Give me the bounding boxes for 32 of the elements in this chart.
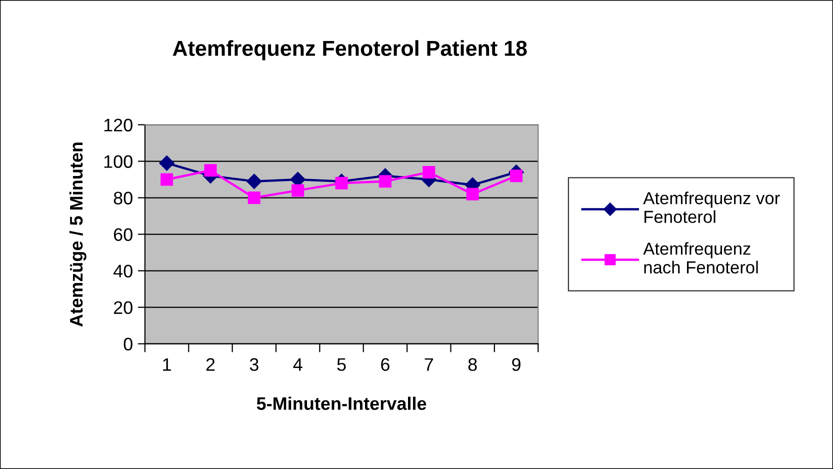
point bbox=[378, 175, 392, 188]
legend-label: Atemfrequenz nach Fenoterol bbox=[643, 242, 758, 274]
y-axis-title: Atemzüge / 5 Minuten bbox=[69, 142, 86, 327]
y-tick-label: 20 bbox=[114, 301, 132, 314]
y-tick-label: 60 bbox=[114, 228, 132, 241]
point bbox=[246, 174, 262, 189]
y-tick-label: 40 bbox=[113, 264, 132, 278]
legend-label: Atemfrequenz vor Fenoterol bbox=[643, 192, 780, 224]
x-tick-label: 8 bbox=[468, 358, 477, 371]
point bbox=[335, 176, 348, 190]
point bbox=[159, 156, 174, 171]
point bbox=[510, 170, 523, 182]
x-tick-label: 1 bbox=[163, 358, 171, 371]
x-tick-label: 7 bbox=[424, 358, 434, 371]
y-tick-label: 120 bbox=[104, 118, 132, 132]
point bbox=[248, 192, 260, 204]
point bbox=[160, 173, 174, 186]
point bbox=[466, 188, 479, 200]
y-tick-label: 80 bbox=[114, 192, 132, 204]
y-tick-label: 0 bbox=[124, 338, 132, 350]
x-tick-label: 2 bbox=[206, 358, 215, 371]
point bbox=[422, 166, 436, 178]
y-tick-label: 100 bbox=[104, 155, 132, 168]
x-tick-label: 5 bbox=[337, 358, 346, 371]
x-tick-label: 9 bbox=[512, 358, 520, 371]
x-tick-label: 3 bbox=[250, 358, 258, 371]
x-axis-title: 5-Minuten-Intervalle bbox=[256, 396, 426, 410]
point bbox=[292, 184, 304, 197]
x-tick-label: 4 bbox=[293, 358, 302, 371]
point bbox=[204, 164, 217, 177]
x-tick-label: 6 bbox=[381, 358, 390, 371]
chart-title: Atemfrequenz Fenoterol Patient 18 bbox=[172, 40, 527, 60]
